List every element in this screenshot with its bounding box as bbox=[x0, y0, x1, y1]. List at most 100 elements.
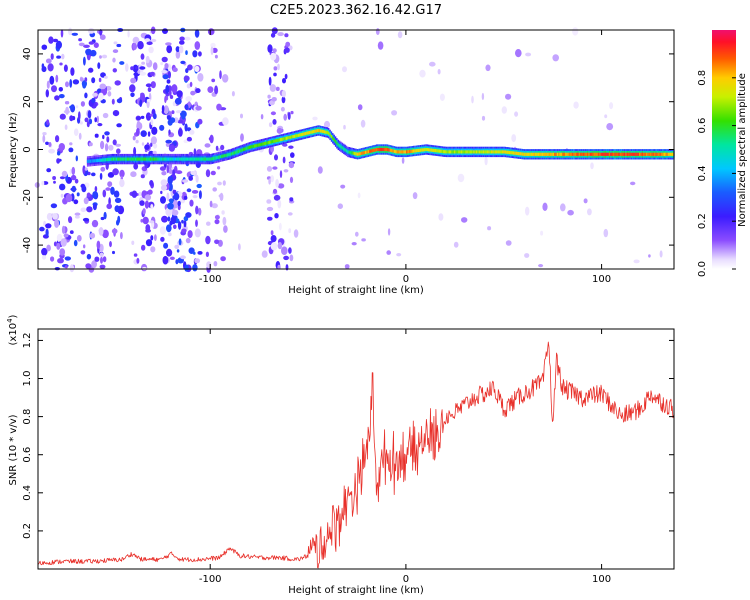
noise-speck bbox=[96, 240, 101, 249]
ridge-cell bbox=[185, 157, 187, 161]
ridge-cell bbox=[163, 157, 165, 161]
noise-speck bbox=[317, 166, 323, 174]
ridge-cell bbox=[425, 147, 427, 152]
ridge-cell bbox=[145, 157, 148, 161]
ridge-cell bbox=[285, 136, 287, 140]
noise-speck bbox=[185, 237, 191, 244]
noise-speck bbox=[222, 180, 226, 186]
ridge-cell bbox=[469, 150, 471, 154]
ridge-cell bbox=[293, 134, 296, 138]
noise-speck bbox=[471, 95, 474, 104]
noise-speck bbox=[205, 169, 211, 178]
ridge-cell bbox=[376, 148, 378, 152]
noise-speck bbox=[270, 111, 276, 116]
noise-speck bbox=[79, 77, 84, 82]
ridge-cell bbox=[143, 157, 145, 161]
ridge-cell bbox=[548, 152, 550, 156]
noise-speck bbox=[195, 88, 201, 94]
noise-speck bbox=[208, 137, 212, 141]
noise-speck bbox=[211, 78, 216, 83]
ridge-cell bbox=[188, 157, 190, 161]
noise-speck bbox=[82, 82, 87, 89]
noise-speck bbox=[212, 187, 217, 192]
ridge-cell bbox=[518, 152, 520, 156]
snr-panel: -100 0 100 0.2 0.4 0.6 0.8 1.0 1.2 Height of st… bbox=[6, 314, 675, 596]
noise-speck bbox=[268, 76, 272, 86]
ridge-cell bbox=[336, 141, 338, 145]
ridge-cell bbox=[243, 147, 245, 151]
ridge-cell bbox=[369, 149, 371, 153]
ridge-cell bbox=[115, 157, 118, 161]
ridge-cell bbox=[581, 152, 583, 156]
ridge-cell bbox=[129, 157, 131, 161]
ridge-cell bbox=[504, 150, 507, 154]
ridge-cell bbox=[477, 150, 479, 154]
ridge-cell bbox=[365, 150, 367, 154]
ridge-cell bbox=[225, 153, 227, 157]
noise-speck bbox=[170, 216, 177, 225]
noise-speck bbox=[85, 48, 92, 56]
noise-speck bbox=[160, 196, 166, 204]
noise-speck bbox=[179, 40, 185, 45]
y-tick-label: 0.2 bbox=[22, 523, 33, 539]
ridge-cell bbox=[136, 157, 138, 161]
noise-speck bbox=[290, 152, 295, 158]
noise-speck bbox=[83, 197, 89, 205]
noise-speck bbox=[281, 90, 286, 98]
spectrogram-x-label: Height of straight line (km) bbox=[288, 285, 424, 296]
noise-speck bbox=[117, 215, 121, 224]
ridge-cell bbox=[407, 150, 409, 154]
ridge-cell bbox=[656, 152, 659, 156]
ridge-cell bbox=[148, 157, 150, 161]
noise-speck bbox=[270, 230, 274, 236]
noise-speck bbox=[41, 181, 45, 186]
ridge-cell bbox=[621, 152, 623, 156]
noise-speck bbox=[240, 133, 244, 142]
ridge-cell bbox=[318, 128, 320, 133]
noise-speck bbox=[140, 115, 145, 119]
y-tick-label: 20 bbox=[22, 95, 33, 108]
ridge-cell bbox=[182, 157, 185, 161]
ridge-cell bbox=[322, 129, 324, 134]
noise-speck bbox=[270, 242, 278, 251]
noise-speck bbox=[57, 258, 64, 264]
ridge-cell bbox=[629, 152, 631, 156]
noise-speck bbox=[169, 89, 172, 97]
noise-speck bbox=[279, 170, 283, 179]
noise-speck bbox=[238, 243, 241, 251]
ridge-cell bbox=[252, 144, 255, 148]
noise-speck bbox=[183, 75, 190, 82]
ridge-cell bbox=[173, 157, 175, 161]
ridge-cell bbox=[530, 152, 533, 156]
noise-speck bbox=[87, 110, 92, 119]
noise-speck bbox=[219, 192, 224, 201]
noise-speck bbox=[136, 128, 140, 136]
noise-speck bbox=[505, 93, 512, 100]
noise-speck bbox=[115, 143, 121, 147]
ridge-cell bbox=[612, 152, 615, 156]
noise-speck bbox=[387, 228, 391, 236]
noise-speck bbox=[152, 150, 157, 155]
spectrogram-ridge bbox=[86, 125, 675, 167]
noise-speck bbox=[145, 112, 152, 121]
noise-speck bbox=[116, 98, 123, 104]
ridge-cell bbox=[248, 145, 250, 149]
ridge-cell bbox=[402, 150, 404, 154]
noise-speck bbox=[195, 105, 202, 111]
noise-speck bbox=[70, 67, 75, 76]
ridge-cell bbox=[139, 157, 141, 161]
noise-speck bbox=[97, 62, 101, 69]
noise-speck bbox=[609, 102, 614, 110]
ridge-cell bbox=[648, 152, 650, 156]
noise-speck bbox=[78, 38, 82, 42]
ridge-cell bbox=[432, 148, 434, 152]
ridge-cell bbox=[555, 152, 557, 156]
noise-speck bbox=[78, 111, 81, 121]
noise-speck bbox=[177, 221, 182, 230]
noise-speck bbox=[39, 226, 45, 232]
noise-speck bbox=[268, 178, 271, 185]
ridge-cell bbox=[606, 152, 608, 156]
noise-speck bbox=[396, 253, 402, 257]
noise-speck bbox=[222, 117, 229, 126]
noise-speck bbox=[111, 228, 118, 234]
